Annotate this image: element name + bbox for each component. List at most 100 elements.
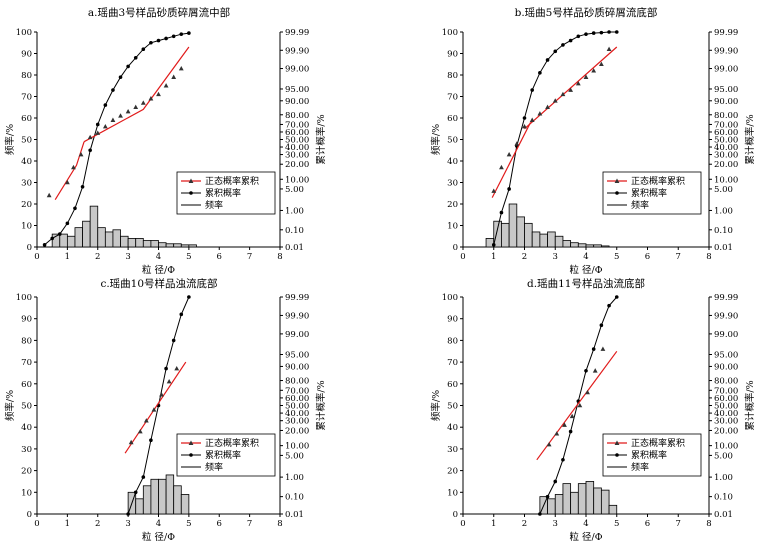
- y-tick-label: 30: [21, 445, 32, 455]
- prob-tick-label: 99.99: [714, 28, 738, 38]
- normal-cumulative-point: [522, 124, 527, 129]
- x-tick-label: 2: [95, 519, 100, 529]
- cumulative-point: [179, 312, 184, 317]
- legend-label-frequency: 频率: [631, 199, 649, 211]
- y-axis-label-right: 累计概率/%: [315, 380, 327, 430]
- frequency-bar: [562, 240, 572, 248]
- cumulative-point: [126, 64, 130, 69]
- normal-cumulative-point: [159, 392, 164, 397]
- prob-tick-label: 40.00: [285, 409, 309, 419]
- frequency-bar: [516, 216, 525, 248]
- frequency-bar: [165, 243, 175, 248]
- y-tick-label: 40: [21, 157, 32, 167]
- normal-cumulative-point: [143, 418, 149, 423]
- normal-cumulative-point: [140, 100, 146, 105]
- normal-cumulative-point: [71, 164, 76, 170]
- frequency-bar: [593, 244, 602, 248]
- prob-tick-label: 99.99: [714, 293, 738, 303]
- normal-cumulative-point: [514, 141, 520, 146]
- y-tick-label: 70: [447, 358, 458, 368]
- x-tick-label: 4: [583, 519, 588, 529]
- cumulative-point: [126, 512, 130, 516]
- normal-cumulative-point: [506, 151, 512, 157]
- prob-tick-label: 60.00: [285, 394, 309, 404]
- cumulative-point: [507, 187, 511, 191]
- frequency-bar: [600, 489, 610, 515]
- y-tick-label: 60: [447, 380, 458, 390]
- x-tick-label: 5: [186, 519, 191, 529]
- legend-label-cumulative: 累积概率: [631, 449, 667, 461]
- cumulative-point: [149, 438, 153, 443]
- prob-tick-label: 80.00: [714, 377, 738, 387]
- legend-marker-normal: [188, 440, 194, 445]
- frequency-bar: [608, 504, 618, 515]
- cumulative-point: [187, 295, 191, 299]
- y-tick-label: 100: [16, 28, 32, 38]
- frequency-bar: [570, 491, 579, 515]
- frequency-bar: [180, 244, 190, 248]
- cumulative-point: [141, 475, 146, 479]
- x-tick-label: 1: [491, 252, 496, 262]
- y-tick-label: 100: [16, 293, 32, 303]
- legend-marker-cumulative: [189, 191, 193, 195]
- y-tick-label: 20: [21, 200, 32, 210]
- frequency-bar: [165, 474, 175, 515]
- x-tick-label: 0: [34, 252, 39, 262]
- prob-tick-label: 80.00: [285, 111, 309, 121]
- cumulative-point: [553, 479, 558, 484]
- x-tick-label: 3: [553, 519, 558, 529]
- prob-tick-label: 99.90: [714, 46, 738, 56]
- x-tick-label: 8: [277, 519, 282, 529]
- y-tick-label: 70: [447, 93, 458, 103]
- normal-cumulative-point: [545, 104, 550, 110]
- prob-tick-label: 50.00: [285, 136, 309, 146]
- prob-tick-label: 80.00: [714, 111, 738, 121]
- frequency-bar: [188, 244, 197, 248]
- prob-tick-label: 1.00: [714, 206, 733, 216]
- normal-fit-line: [83, 46, 190, 143]
- prob-tick-label: 60.00: [285, 128, 309, 138]
- frequency-bar: [112, 229, 121, 248]
- legend-label-normal: 正态概率累积: [205, 175, 259, 187]
- y-axis-label-right: 累计概率/%: [315, 114, 327, 164]
- normal-cumulative-point: [585, 389, 590, 395]
- prob-tick-label: 0.10: [714, 226, 733, 236]
- cumulative-point: [530, 88, 534, 92]
- prob-tick-label: 50.00: [285, 402, 309, 412]
- normal-cumulative-point: [583, 74, 589, 79]
- normal-fit-line: [491, 122, 532, 198]
- y-tick-label: 80: [21, 336, 32, 346]
- frequency-bar: [593, 487, 602, 515]
- prob-tick-label: 5.00: [714, 451, 733, 461]
- prob-tick-label: 70.00: [285, 120, 309, 130]
- panel-title: c.瑶曲10号样品浊流底部: [100, 277, 217, 290]
- cumulative-point: [118, 75, 123, 79]
- frequency-bar: [150, 240, 159, 248]
- y-axis-label-left: 频率/%: [430, 390, 442, 421]
- x-tick-label: 4: [583, 252, 588, 262]
- normal-cumulative-point: [552, 98, 558, 103]
- prob-tick-label: 5.00: [285, 185, 304, 195]
- normal-cumulative-point: [156, 91, 161, 97]
- cumulative-point: [164, 366, 168, 371]
- normal-cumulative-point: [592, 368, 598, 373]
- x-tick-label: 6: [645, 519, 650, 529]
- x-tick-label: 6: [645, 252, 650, 262]
- prob-tick-label: 99.00: [714, 65, 738, 75]
- y-tick-label: 30: [447, 445, 458, 455]
- y-tick-label: 10: [447, 488, 458, 498]
- normal-cumulative-point: [606, 46, 612, 51]
- prob-tick-label: 50.00: [714, 402, 738, 412]
- normal-cumulative-point: [575, 81, 581, 86]
- prob-tick-label: 0.01: [714, 510, 733, 520]
- y-tick-label: 0: [453, 243, 458, 253]
- prob-tick-label: 30.00: [714, 417, 738, 427]
- prob-tick-label: 0.01: [714, 243, 733, 253]
- x-tick-label: 1: [491, 519, 496, 529]
- frequency-bar: [577, 243, 587, 248]
- y-tick-label: 0: [27, 243, 32, 253]
- cumulative-point: [545, 494, 550, 499]
